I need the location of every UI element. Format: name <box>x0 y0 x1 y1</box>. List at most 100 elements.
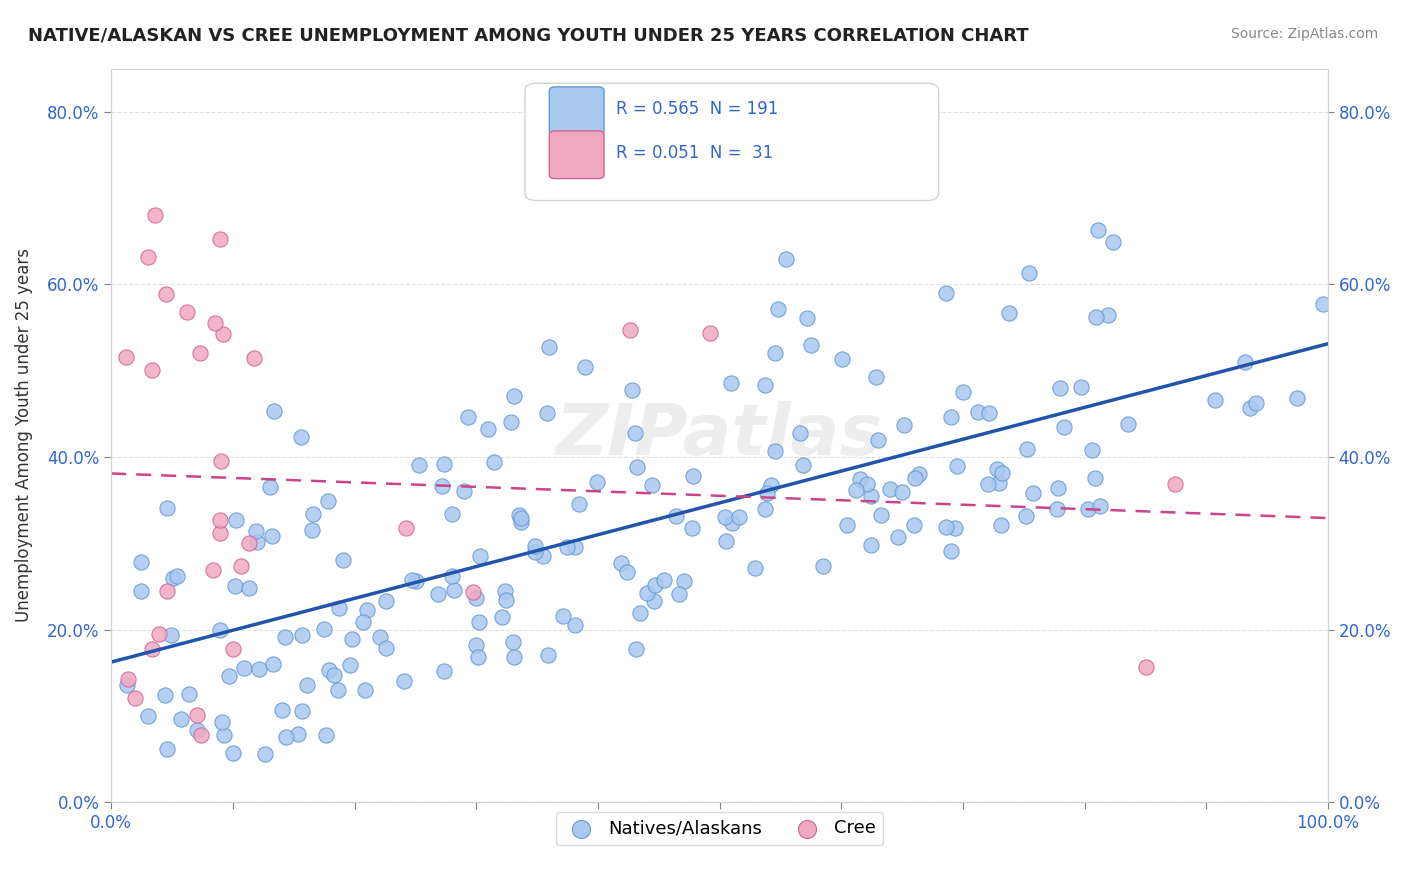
Point <box>624 425 647 440</box>
Point <box>1046 481 1069 495</box>
Point <box>352 615 374 630</box>
Point <box>644 578 666 592</box>
Point <box>332 553 354 567</box>
Point <box>238 581 260 595</box>
Point <box>531 549 554 563</box>
Point <box>997 306 1019 320</box>
Point <box>628 606 651 620</box>
Point <box>1085 310 1108 325</box>
Text: Source: ZipAtlas.com: Source: ZipAtlas.com <box>1230 27 1378 41</box>
Point <box>477 422 499 436</box>
Point <box>457 409 479 424</box>
Point <box>1018 266 1040 280</box>
Point <box>903 518 925 533</box>
Point <box>935 285 957 300</box>
Point <box>681 521 703 535</box>
Point <box>209 526 232 541</box>
Point <box>643 594 665 608</box>
Point <box>564 618 586 632</box>
Point <box>342 632 364 646</box>
Point <box>166 568 188 582</box>
FancyBboxPatch shape <box>550 131 605 178</box>
Point <box>682 469 704 483</box>
Point <box>494 584 516 599</box>
Point <box>800 338 823 352</box>
Point <box>766 302 789 317</box>
Point <box>246 535 269 549</box>
Point <box>339 657 361 672</box>
Point <box>849 471 872 485</box>
Point <box>624 641 647 656</box>
Text: NATIVE/ALASKAN VS CREE UNEMPLOYMENT AMONG YOUTH UNDER 25 YEARS CORRELATION CHART: NATIVE/ALASKAN VS CREE UNEMPLOYMENT AMON… <box>28 27 1029 45</box>
Point <box>433 665 456 679</box>
Point <box>1053 420 1076 434</box>
Point <box>262 657 284 671</box>
Text: R = 0.051  N =  31: R = 0.051 N = 31 <box>616 144 773 162</box>
Point <box>301 523 323 537</box>
Point <box>176 305 198 319</box>
Point <box>811 558 834 573</box>
Point <box>440 507 463 521</box>
Point <box>229 559 252 574</box>
Point <box>721 516 744 530</box>
Point <box>394 673 416 688</box>
Point <box>856 476 879 491</box>
Point <box>1022 485 1045 500</box>
Point <box>464 591 486 605</box>
Point <box>141 642 163 657</box>
Point <box>502 635 524 649</box>
Point <box>117 673 139 687</box>
Point <box>214 728 236 742</box>
Point <box>523 539 546 553</box>
Point <box>945 458 967 473</box>
Point <box>665 509 688 524</box>
Point <box>470 549 492 563</box>
Point <box>156 500 179 515</box>
Point <box>115 350 138 364</box>
FancyBboxPatch shape <box>524 83 939 201</box>
Point <box>870 508 893 523</box>
Point <box>430 479 453 493</box>
Point <box>887 531 910 545</box>
Point <box>356 602 378 616</box>
Point <box>354 682 377 697</box>
Point <box>322 667 344 681</box>
Point <box>482 455 505 469</box>
Text: R = 0.565  N = 191: R = 0.565 N = 191 <box>616 100 779 118</box>
Point <box>952 385 974 400</box>
Point <box>186 723 208 738</box>
Point <box>141 363 163 377</box>
Point <box>551 609 574 624</box>
Point <box>405 574 427 588</box>
Point <box>524 545 547 559</box>
Point <box>312 622 335 636</box>
Point <box>763 346 786 360</box>
Point <box>270 703 292 717</box>
Point <box>859 538 882 552</box>
Point <box>759 478 782 492</box>
Point <box>756 486 779 500</box>
Point <box>162 571 184 585</box>
Point <box>136 709 159 723</box>
Point <box>440 569 463 583</box>
Point <box>368 630 391 644</box>
Point <box>211 326 233 341</box>
Point <box>129 583 152 598</box>
Point <box>395 521 418 535</box>
Point <box>218 669 240 683</box>
Point <box>491 610 513 624</box>
Point <box>209 453 232 467</box>
Point <box>775 252 797 266</box>
Legend: Natives/Alaskans, Cree: Natives/Alaskans, Cree <box>555 812 883 845</box>
Point <box>1087 223 1109 237</box>
Point <box>276 730 298 744</box>
Point <box>699 326 721 340</box>
Point <box>155 741 177 756</box>
Point <box>990 517 1012 532</box>
Point <box>555 540 578 554</box>
Point <box>115 678 138 692</box>
Point <box>468 615 491 630</box>
Point <box>626 459 648 474</box>
Point <box>408 458 430 472</box>
Point <box>789 426 811 441</box>
